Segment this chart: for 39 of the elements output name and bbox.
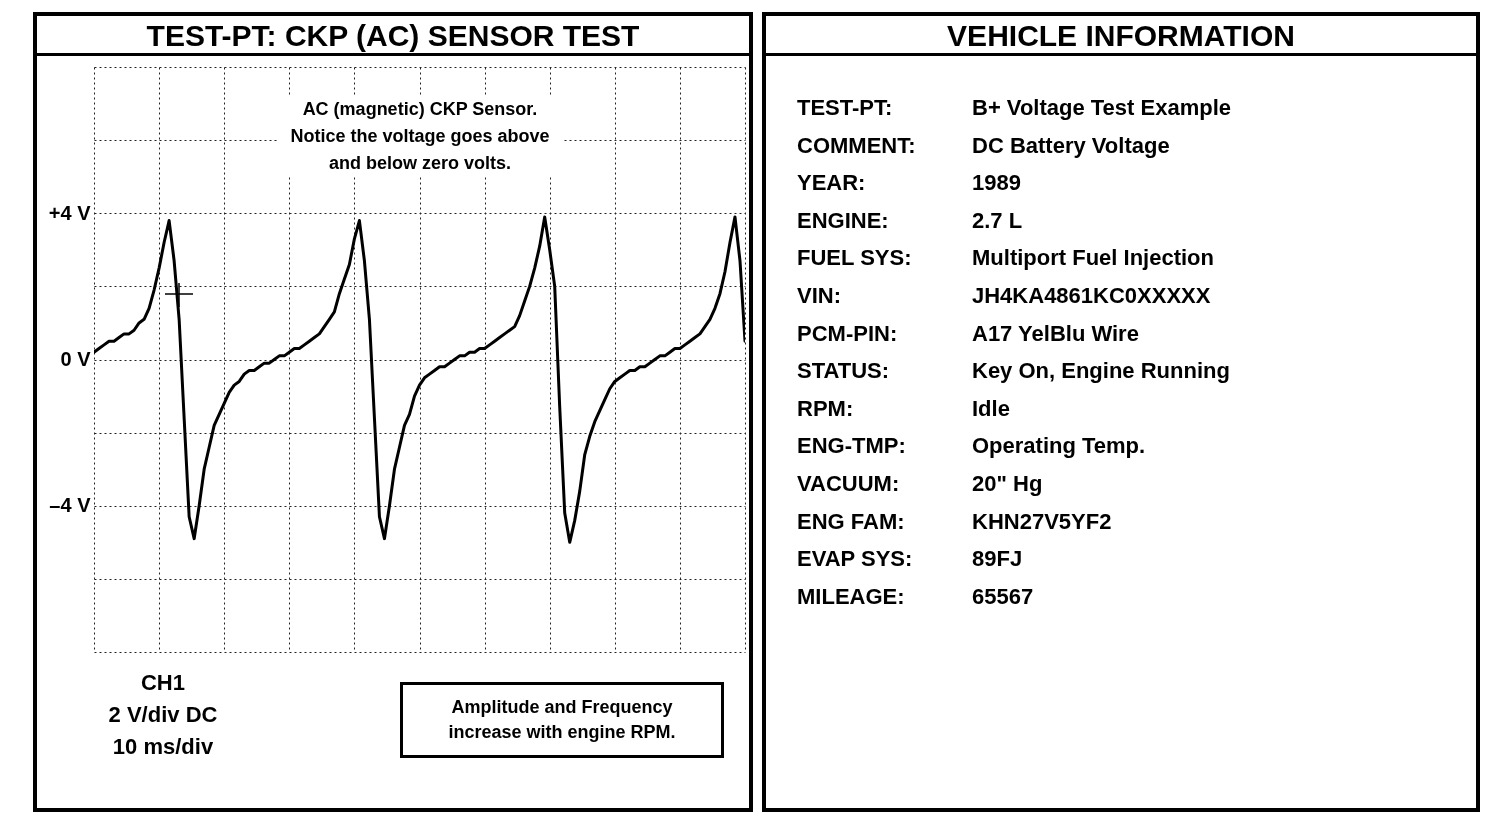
text: 65567 — [972, 583, 1034, 609]
text: ENG-TMP: — [797, 432, 907, 461]
text: ENG FAM: — [797, 507, 906, 536]
text: COMMENT: — [797, 131, 917, 160]
text: YEAR: — [797, 169, 867, 198]
text: CH1 — [140, 669, 186, 697]
text: JH4KA4861KC0XXXXX — [972, 282, 1211, 308]
text: PCM-PIN: — [797, 319, 899, 348]
text: VIN: — [797, 281, 842, 310]
text: VEHICLE INFORMATION — [766, 16, 1476, 56]
note-box: Amplitude and Frequency increase with engine RPM. — [400, 682, 724, 758]
y-tick-label: –4 V — [49, 494, 92, 517]
text: 2.7 L — [972, 207, 1023, 233]
text: Key On, Engine Running — [972, 358, 1230, 384]
text: B+ Voltage Test Example — [972, 95, 1231, 120]
text: ENGINE: — [797, 206, 890, 235]
y-tick-label: +4 V — [48, 201, 92, 224]
text: KHN27V5YF2 — [972, 508, 1112, 534]
text: FUEL SYS: — [797, 244, 913, 273]
y-tick-label: 0 V — [60, 348, 92, 370]
text: TEST-PT: — [797, 94, 894, 122]
text: A17 YelBlu Wire — [972, 320, 1139, 346]
text: RPM: — [797, 394, 855, 423]
text: Idle — [972, 395, 1010, 421]
text: VACUUM: — [797, 469, 901, 498]
text: 20" Hg — [972, 470, 1043, 496]
text: MILEAGE: — [797, 582, 906, 611]
text: DC Battery Voltage — [972, 132, 1170, 158]
text: 2 V/div DC — [107, 701, 219, 729]
text: 1989 — [972, 170, 1021, 196]
text: STATUS: — [797, 357, 891, 386]
text: 10 ms/div — [111, 733, 215, 761]
text: Operating Temp. — [972, 433, 1146, 459]
chart-title: TEST-PT: CKP (AC) SENSOR TEST — [37, 16, 749, 56]
text: 89FJ — [972, 546, 1023, 572]
line-series — [94, 215, 745, 544]
annotation: AC (magnetic) CKP Sensor. Notice the voltage goes above and below zero volts. — [277, 96, 563, 177]
text: EVAP SYS: — [797, 545, 914, 574]
text: Multiport Fuel Injection — [972, 245, 1214, 271]
